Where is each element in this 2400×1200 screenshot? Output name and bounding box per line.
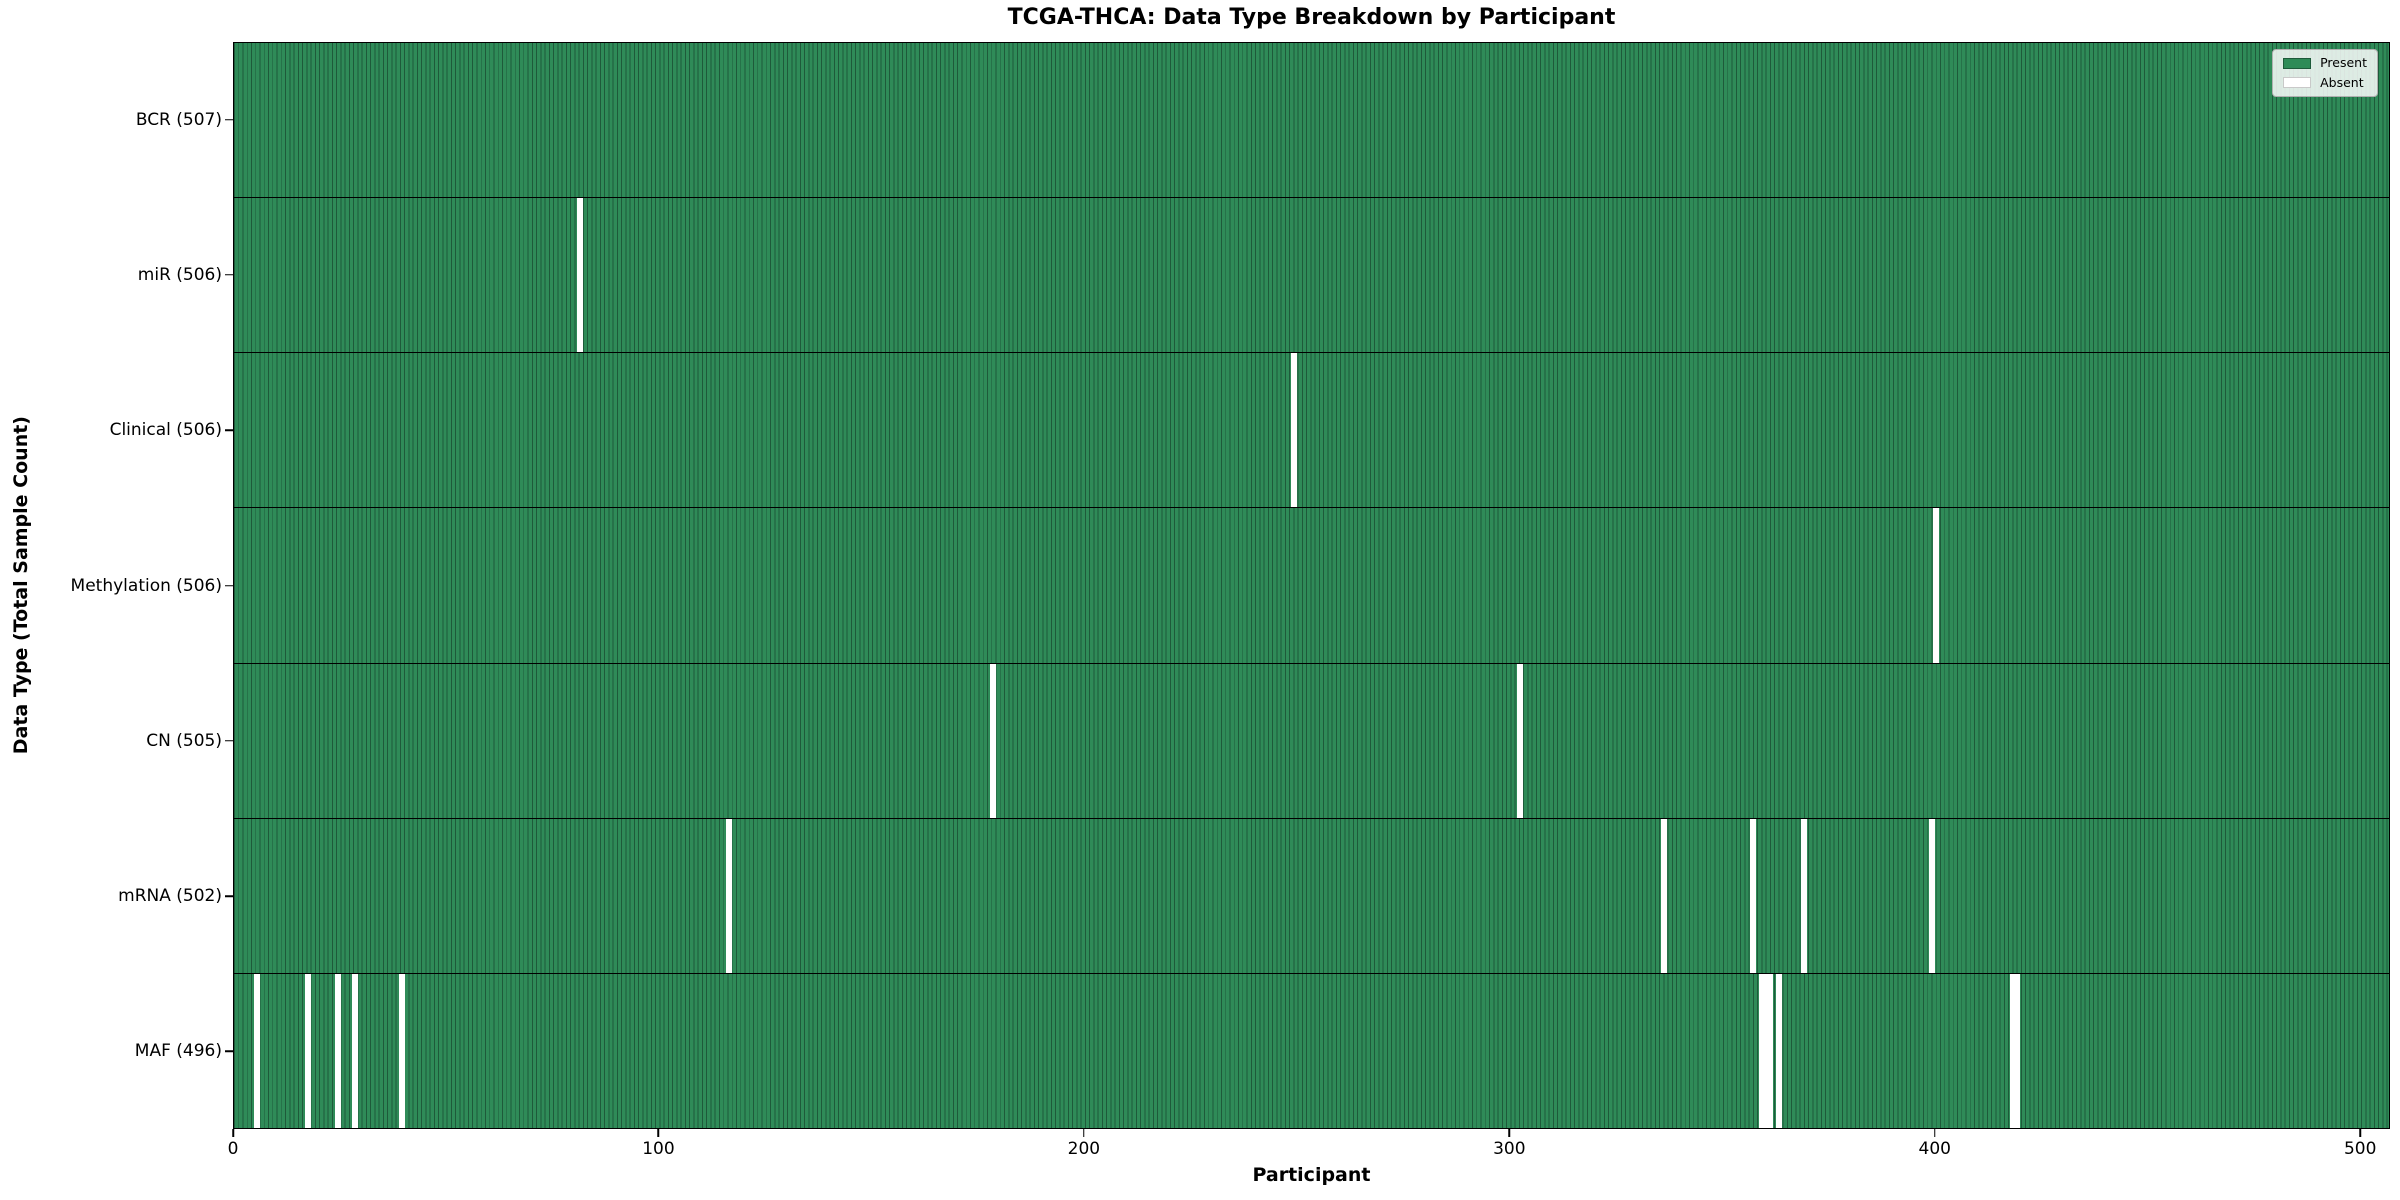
row-Clinical [234,353,2389,509]
row-CN [234,663,2389,819]
legend-item-absent: Absent [2283,74,2367,90]
y-tick-label-Methylation: Methylation (506) [70,575,222,596]
absent-gap-mRNA-357 [1750,818,1757,973]
absent-gap-mRNA-399 [1928,818,1935,973]
absent-gap-Methylation-400 [1933,508,1940,663]
x-tick-mark [232,1129,234,1137]
row-BCR [234,43,2389,199]
y-tick-mark [225,118,233,121]
row-Methylation [234,508,2389,664]
absent-gap-mRNA-369 [1801,818,1808,973]
y-tick-mark [225,274,233,276]
x-tick-label: 0 [227,1139,239,1159]
row-miR [234,198,2389,354]
x-tick-mark [1934,1129,1936,1137]
x-tick-mark [1508,1129,1511,1137]
absent-gap-CN-302 [1516,663,1523,818]
absent-gap-MAF-363 [1775,973,1782,1128]
absent-gap-MAF-418 [2009,973,2016,1128]
row-MAF [234,973,2389,1128]
absent-swatch [2283,77,2312,89]
y-tick-label-MAF: MAF (496) [134,1041,222,1062]
legend: Present Absent [2272,49,2378,97]
y-tick-labels: BCR (507) miR (506) Clinical (506) Methylat… [0,42,222,1129]
legend-label-present: Present [2320,55,2367,70]
absent-gap-MAF-361 [1767,973,1774,1128]
absent-gap-MAF-39 [398,973,405,1128]
absent-gap-miR-81 [577,198,584,353]
present-swatch [2283,57,2312,69]
absent-gap-MAF-17 [305,973,312,1128]
x-tick-mark [1083,1129,1085,1137]
absent-gap-MAF-24 [335,973,341,1128]
y-tick-label-mRNA: mRNA (502) [118,886,222,907]
y-tick-mark [225,895,233,897]
absent-gap-CN-178 [989,663,996,818]
y-tick-mark [225,1050,233,1053]
x-ticks [232,1129,2390,1137]
absent-gap-MAF-419 [2013,973,2020,1128]
presence-rows [234,43,2389,1128]
y-tick-label-Clinical: Clinical (506) [109,420,222,441]
absent-gap-mRNA-336 [1661,818,1668,973]
y-tick-label-CN: CN (505) [146,730,222,751]
x-axis-label: Participant [1252,1164,1371,1186]
y-tick-label-miR: miR (506) [137,264,222,285]
x-tick-label: 100 [642,1139,675,1159]
plot-area: Present Absent [233,42,2390,1129]
x-tick-mark [657,1129,660,1137]
x-tick-label: 400 [1918,1139,1951,1159]
x-tick-mark [2359,1129,2361,1137]
y-tick-mark [225,584,233,587]
x-tick-label: 300 [1493,1139,1526,1159]
y-tick-mark [225,740,233,742]
absent-gap-mRNA-116 [726,818,733,973]
x-tick-label: 200 [1067,1139,1101,1159]
absent-gap-MAF-5 [254,973,261,1128]
row-mRNA [234,818,2389,974]
y-tick-label-BCR: BCR (507) [135,109,222,130]
x-tick-label: 500 [2343,1139,2377,1159]
legend-item-present: Present [2283,55,2367,70]
chart-title: TCGA-THCA: Data Type Breakdown by Partic… [1007,5,1616,30]
absent-gap-MAF-359 [1758,973,1765,1128]
y-ticks [225,42,233,1129]
absent-gap-MAF-28 [352,973,358,1128]
x-tick-labels: 0 100 200 300 400 500 [228,1139,2390,1161]
absent-gap-MAF-360 [1763,973,1770,1128]
absent-gap-Clinical-249 [1291,353,1298,508]
legend-label-absent: Absent [2320,74,2364,90]
y-tick-mark [225,429,233,431]
